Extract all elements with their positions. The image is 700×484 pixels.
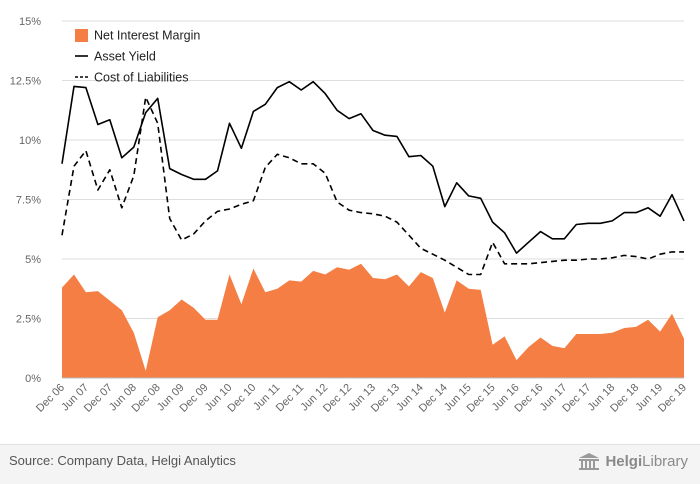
brand-name-helgi: Helgi xyxy=(605,452,643,470)
brand-name-library: Library xyxy=(642,452,688,470)
grid xyxy=(62,20,684,319)
net-interest-margin-area xyxy=(62,263,684,378)
legend-label: Cost of Liabilities xyxy=(94,71,189,85)
legend-label: Net Interest Margin xyxy=(94,29,200,43)
y-tick-label: 2.5% xyxy=(16,314,41,326)
y-tick-label: 0% xyxy=(25,373,41,385)
source-note: Source: Company Data, Helgi Analytics xyxy=(9,453,236,468)
series-net-interest-margin xyxy=(62,263,684,378)
legend: Net Interest Margin Asset Yield Cost of Li… xyxy=(75,29,200,85)
series-asset-yield xyxy=(61,80,685,254)
legend-swatch-net-interest-margin xyxy=(75,29,88,42)
y-tick-label: 15% xyxy=(19,16,41,28)
library-logo-icon xyxy=(579,453,600,470)
series-cost-of-liabilities xyxy=(61,96,684,276)
y-tick-label: 5% xyxy=(25,254,41,266)
y-tick-label: 7.5% xyxy=(16,195,41,207)
line-series xyxy=(61,80,685,276)
footer: Source: Company Data, Helgi Analytics He… xyxy=(0,444,700,484)
brand-logo: HelgiLibrary xyxy=(578,452,688,470)
legend-label: Asset Yield xyxy=(94,50,156,64)
x-tick-label: Dec 06 xyxy=(34,382,67,415)
y-tick-label: 10% xyxy=(19,135,41,147)
y-tick-label: 12.5% xyxy=(10,76,41,88)
